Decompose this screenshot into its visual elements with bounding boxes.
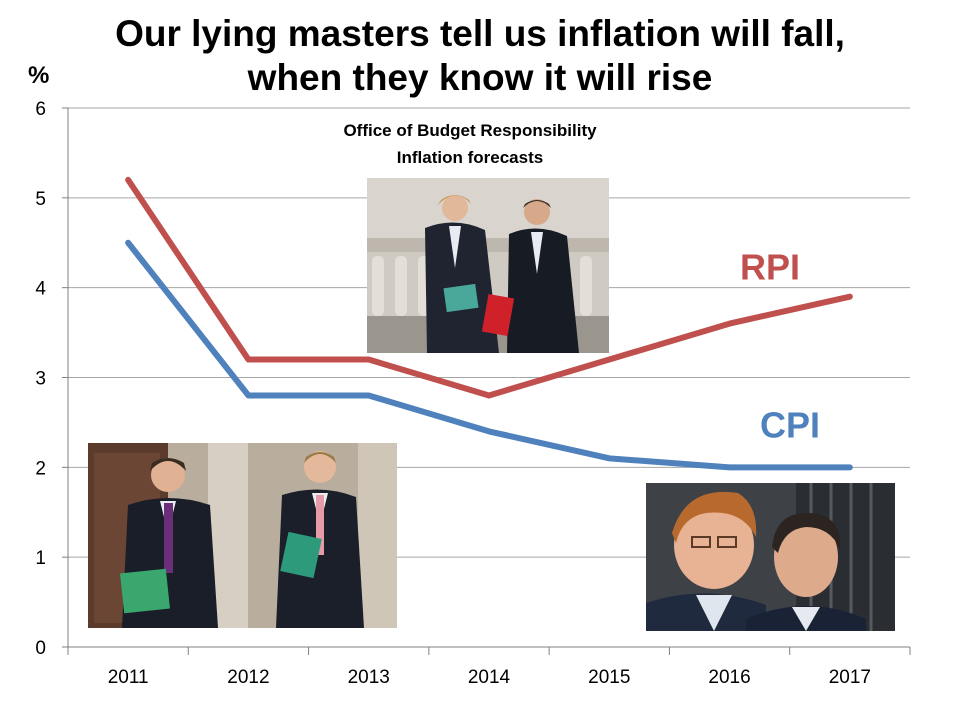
photo-two-men-closeup (646, 483, 895, 631)
y-tick-label: 2 (35, 458, 46, 479)
series-lines (125, 176, 853, 471)
series-labels: RPI CPI (740, 247, 820, 446)
series-label-cpi: CPI (760, 404, 820, 445)
chart-title: Our lying masters tell us inflation will… (0, 12, 960, 100)
y-tick-label: 6 (35, 99, 46, 120)
y-tick-label: 4 (35, 279, 46, 300)
y-tick-labels: 0 1 2 3 4 5 6 (35, 99, 46, 659)
y-axis-unit-label: % (28, 62, 50, 89)
x-tick-label: 2017 (829, 667, 871, 688)
y-tick-label: 0 (35, 638, 46, 659)
x-tick-label: 2011 (108, 667, 149, 688)
axes (62, 107, 911, 655)
y-tick-label: 3 (35, 369, 46, 390)
chart-subtitle-line-2: Inflation forecasts (396, 148, 544, 167)
chart-title-line-1: Our lying masters tell us inflation will… (115, 13, 845, 54)
x-tick-label: 2014 (468, 667, 511, 688)
x-tick-label: 2013 (348, 667, 390, 688)
chart-subtitle: Office of Budget Responsibility Inflatio… (290, 117, 650, 171)
photo-two-men-walking-balustrade (367, 178, 609, 353)
x-tick-labels: 2011 2012 2013 2014 2015 2016 2017 (108, 667, 871, 688)
x-tick-label: 2016 (708, 667, 750, 688)
photo-two-men-green-folders (88, 443, 397, 628)
x-tick-label: 2015 (588, 667, 630, 688)
chart-title-line-2: when they know it will rise (247, 57, 713, 98)
series-label-rpi: RPI (740, 247, 800, 288)
y-tick-label: 5 (35, 189, 46, 210)
x-tick-label: 2012 (227, 667, 269, 688)
chart-subtitle-line-1: Office of Budget Responsibility (343, 121, 597, 140)
y-tick-label: 1 (35, 548, 46, 569)
